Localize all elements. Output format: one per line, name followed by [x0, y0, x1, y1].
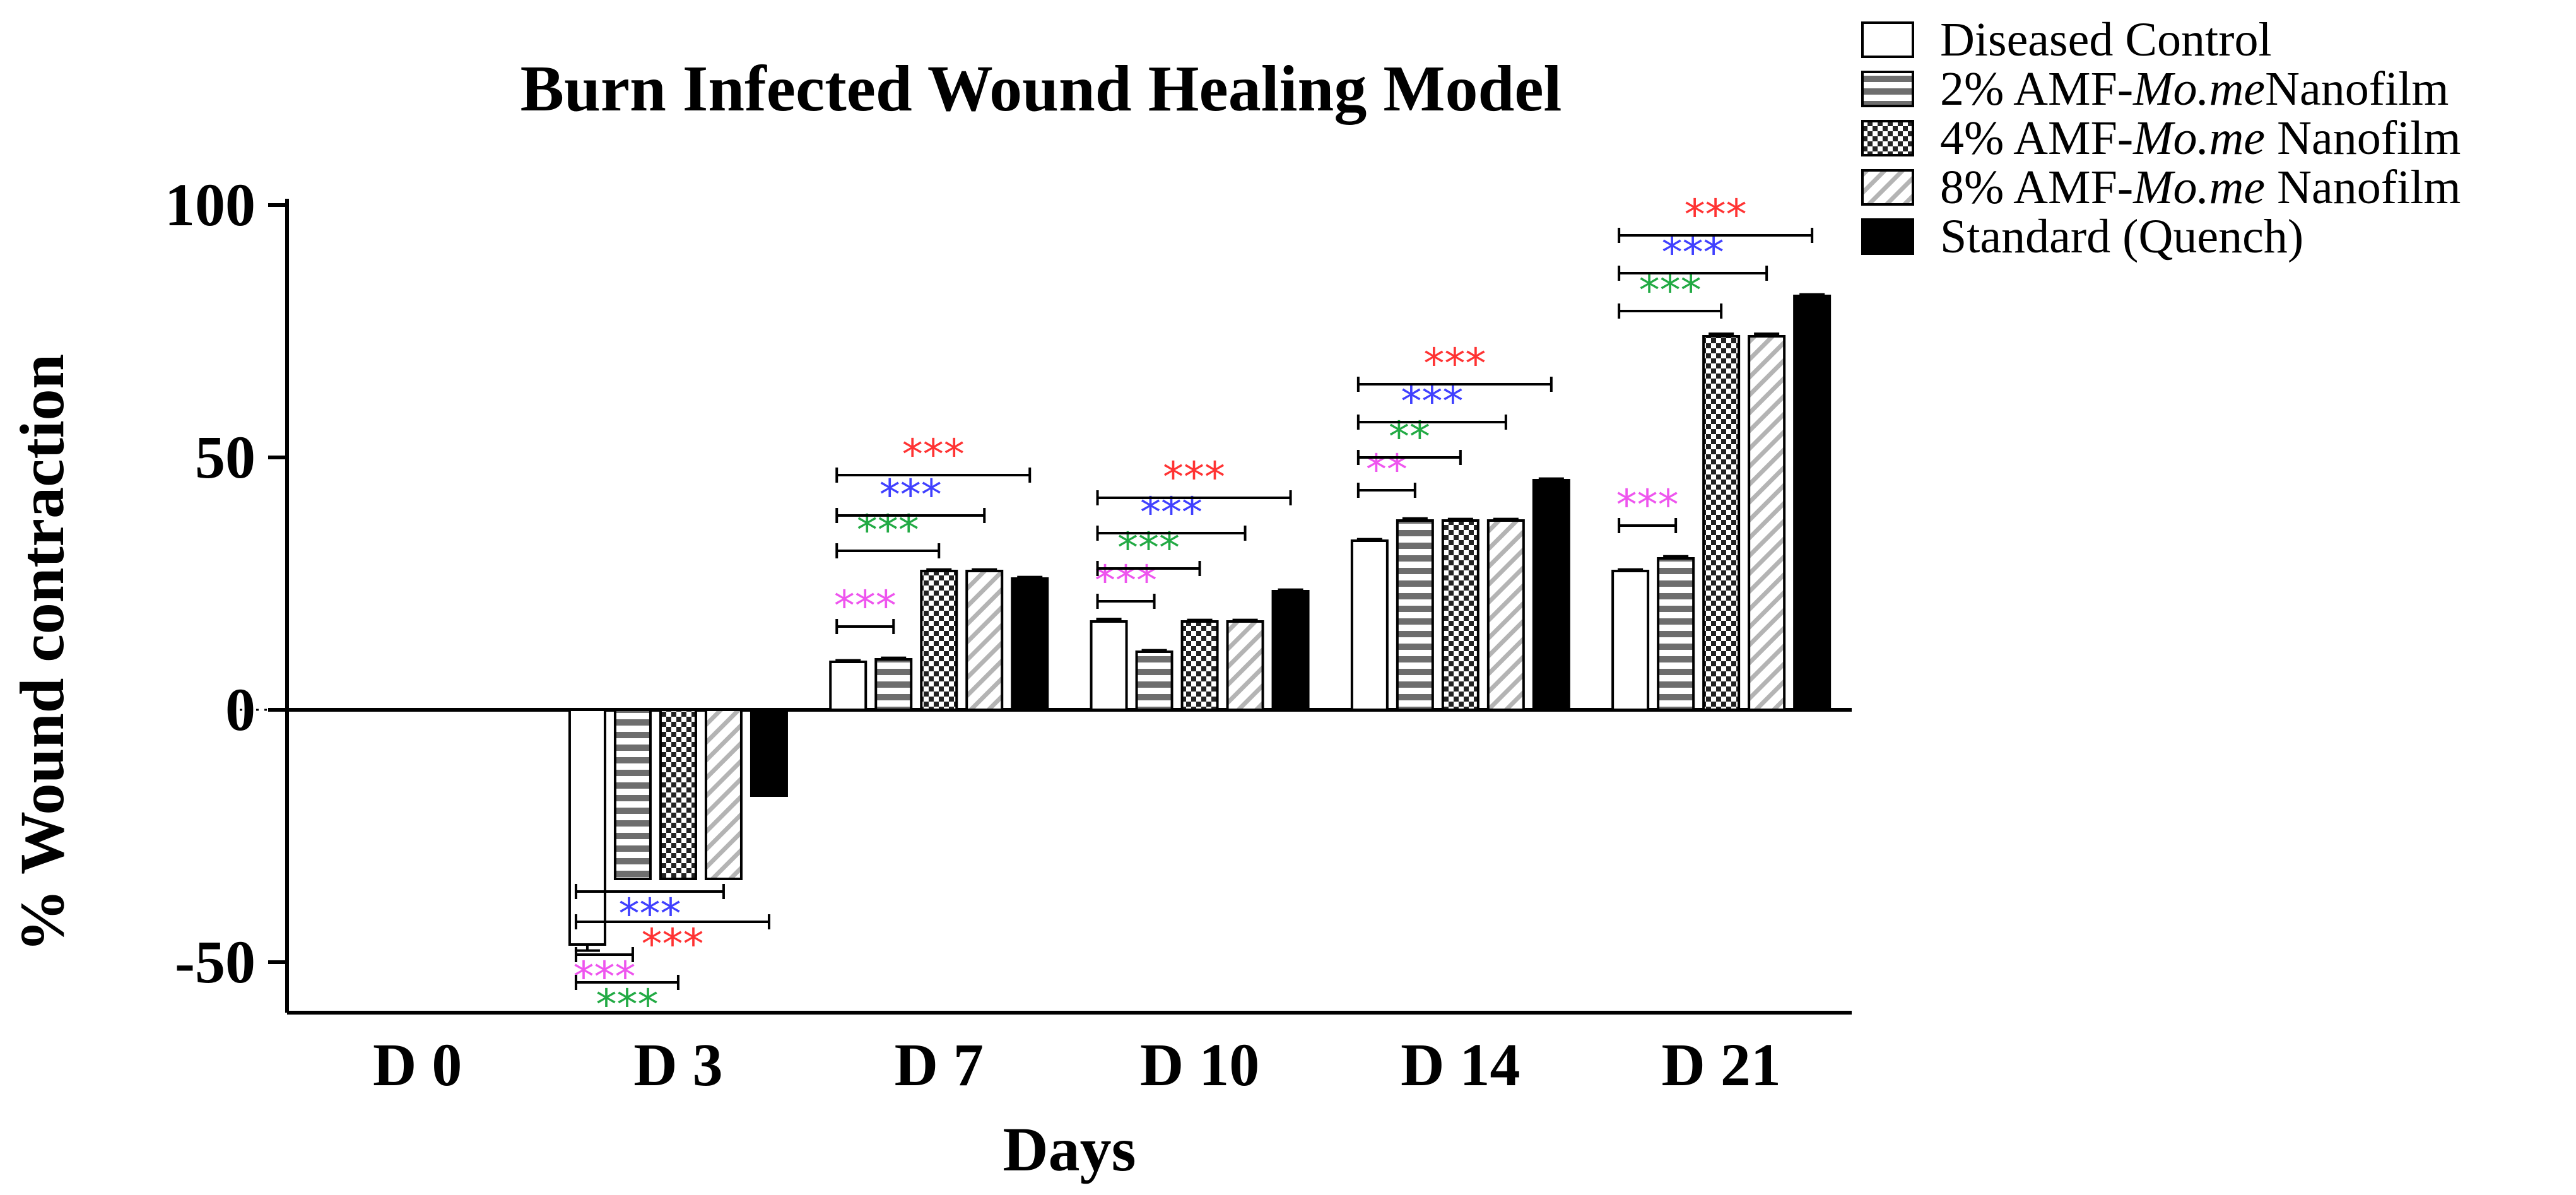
significance-markers: ************************************ ****…	[573, 191, 1814, 1029]
significance-label: ***	[1163, 453, 1225, 502]
category-labels: D 0 D 3 D 7 D 10 D 14 D 21	[373, 1031, 1781, 1098]
bar	[750, 709, 788, 797]
x-tick-label: D 7	[895, 1031, 984, 1098]
bar	[1486, 519, 1525, 711]
significance-label: ***	[879, 471, 942, 519]
x-tick-label: D 3	[633, 1031, 722, 1098]
legend-swatch	[1861, 71, 1914, 107]
y-tick-label: 0	[225, 676, 256, 743]
bar	[874, 658, 913, 711]
bar	[1090, 620, 1128, 711]
chart-title: Burn Infected Wound Healing Model	[520, 52, 1562, 125]
x-tick-label: D 10	[1140, 1031, 1259, 1098]
significance-label: ***	[618, 890, 681, 938]
bar	[1702, 335, 1741, 711]
y-tick-label: -50	[175, 928, 256, 996]
bar	[1441, 519, 1479, 711]
significance-label: ***	[1685, 191, 1747, 239]
legend-label: 8% AMF-Mo.me Nanofilm	[1940, 161, 2461, 214]
bar	[829, 661, 867, 711]
significance-label: ***	[902, 430, 965, 479]
bar	[1180, 620, 1219, 711]
legend-swatch	[1861, 218, 1914, 255]
bar	[1350, 539, 1389, 711]
significance-label: ***	[641, 920, 703, 968]
significance-label: ***	[834, 582, 897, 630]
y-axis-title: % Wound contraction	[7, 354, 77, 952]
significance-label: ***	[573, 953, 635, 1001]
bar	[1657, 557, 1695, 711]
bar	[704, 709, 743, 880]
significance-label: ***	[857, 506, 919, 555]
legend-swatch	[1861, 120, 1914, 156]
axes: 100 50 0 -50	[165, 171, 1852, 1015]
bars	[568, 293, 1832, 952]
bar	[1793, 295, 1832, 711]
significance-label: ***	[1117, 524, 1180, 572]
bar	[1611, 570, 1650, 711]
bar	[659, 709, 697, 880]
x-tick-label: D 21	[1661, 1031, 1780, 1098]
y-tick-label: 50	[195, 423, 256, 491]
legend-swatch	[1861, 21, 1914, 58]
significance-label: ***	[1616, 481, 1679, 529]
legend-label: 4% AMF-Mo.me Nanofilm	[1940, 112, 2461, 165]
bar	[613, 709, 652, 880]
significance-label: ***	[1095, 556, 1157, 605]
significance-label: ***	[1423, 339, 1486, 388]
x-tick-label: D 14	[1401, 1031, 1520, 1098]
bar	[1748, 335, 1786, 711]
bar	[1396, 519, 1434, 711]
x-axis-title: Days	[1003, 1114, 1136, 1184]
bar	[1135, 650, 1173, 711]
y-tick-label: 100	[165, 171, 256, 238]
bar	[1532, 479, 1570, 711]
bar	[1226, 620, 1264, 711]
legend-label: Standard (Quench)	[1940, 210, 2303, 263]
legend-swatch	[1861, 169, 1914, 206]
bar	[1011, 577, 1049, 711]
bar	[920, 570, 958, 711]
bar	[1271, 590, 1310, 711]
significance-label: **	[1389, 413, 1430, 461]
significance-label: **	[1366, 445, 1408, 494]
bar	[568, 709, 606, 946]
bar	[965, 570, 1004, 711]
significance-label: ***	[1140, 488, 1203, 537]
significance-label: ***	[596, 980, 658, 1029]
x-tick-label: D 0	[373, 1031, 462, 1098]
legend-label: Diseased Control	[1940, 13, 2272, 66]
legend-label: 2% AMF-Mo.meNanofilm	[1940, 62, 2449, 115]
